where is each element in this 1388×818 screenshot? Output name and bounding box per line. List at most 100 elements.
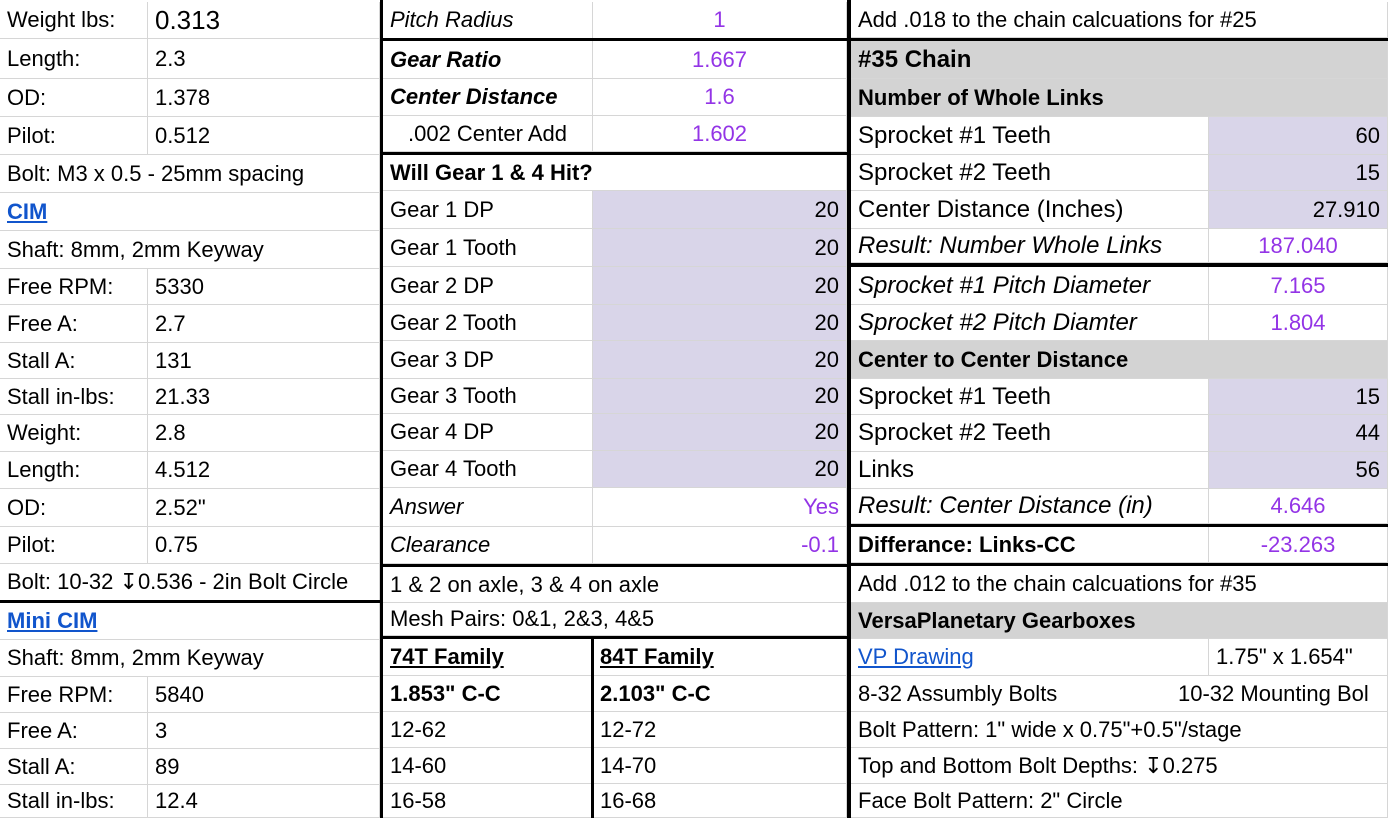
cell-shaft-mini-cim[interactable]: Shaft: 8mm, 2mm Keyway — [0, 640, 380, 677]
cell-84t-family[interactable]: 84T Family — [593, 639, 847, 676]
cell-cc-sprocket1-label[interactable]: Sprocket #1 Teeth — [851, 379, 1209, 415]
cell-gear3-tooth-input[interactable]: 20 — [593, 379, 847, 414]
cell-b-stall-a-2[interactable]: 89 — [148, 749, 380, 785]
cell-bolt-pattern[interactable]: Bolt Pattern: 1" wide x 0.75"+0.5"/stage — [851, 712, 1388, 748]
cell-cc-sprocket2-input[interactable]: 44 — [1209, 415, 1388, 452]
cell-clearance-label[interactable]: Clearance — [383, 527, 593, 564]
cell-shaft-cim[interactable]: Shaft: 8mm, 2mm Keyway — [0, 231, 380, 269]
cell-b-stall-inlbs[interactable]: 21.33 — [148, 379, 380, 415]
cell-sprocket1-pitch-value[interactable]: 7.165 — [1209, 267, 1388, 305]
cell-84t-cc[interactable]: 2.103" C-C — [593, 676, 847, 712]
cim-link-text[interactable]: CIM — [7, 198, 48, 224]
cell-gear4-tooth-input[interactable]: 20 — [593, 451, 847, 488]
cell-b-pilot[interactable]: 0.512 — [148, 117, 380, 155]
vp-drawing-link[interactable]: VP Drawing — [851, 639, 1209, 676]
cell-bolt-10-32[interactable]: Bolt: 10-32 ↧0.536 - 2in Bolt Circle — [0, 564, 380, 601]
cell-gear1-tooth-input[interactable]: 20 — [593, 229, 847, 267]
cell-center-add-label[interactable]: .002 Center Add — [383, 116, 593, 152]
cell-gear3-dp-input[interactable]: 20 — [593, 341, 847, 379]
cell-gear1-dp-label[interactable]: Gear 1 DP — [383, 191, 593, 229]
cell-add-018-note[interactable]: Add .018 to the chain calcuations for #2… — [851, 2, 1388, 38]
cell-mounting-bolts[interactable]: 10-32 Mounting Bol — [1171, 676, 1388, 712]
cell-links-input[interactable]: 56 — [1209, 452, 1388, 489]
cell-answer-value[interactable]: Yes — [593, 488, 847, 527]
section-whole-links[interactable]: Number of Whole Links — [851, 79, 1388, 117]
section-35-chain[interactable]: #35 Chain — [851, 41, 1388, 79]
cell-gear2-tooth-input[interactable]: 20 — [593, 305, 847, 341]
cim-link[interactable]: CIM — [0, 193, 380, 231]
cell-a-stall-inlbs-2[interactable]: Stall in-lbs: — [0, 785, 148, 818]
cell-a-weight-lbs[interactable]: Weight lbs: — [0, 2, 148, 39]
cell-84t-row2[interactable]: 14-70 — [593, 748, 847, 784]
cell-a-length[interactable]: Length: — [0, 39, 148, 79]
cell-b-free-a-2[interactable]: 3 — [148, 713, 380, 749]
cell-gear3-tooth-label[interactable]: Gear 3 Tooth — [383, 379, 593, 414]
cell-add-012-note[interactable]: Add .012 to the chain calcuations for #3… — [851, 566, 1388, 603]
cell-b-free-a[interactable]: 2.7 — [148, 305, 380, 343]
cell-b-free-rpm-2[interactable]: 5840 — [148, 677, 380, 713]
cell-center-distance-inches-input[interactable]: 27.910 — [1209, 191, 1388, 229]
cell-a-od[interactable]: OD: — [0, 79, 148, 117]
cell-assembly-bolts[interactable]: 8-32 Assumbly Bolts — [851, 676, 1171, 712]
cell-gear4-dp-input[interactable]: 20 — [593, 414, 847, 451]
cell-a-free-rpm[interactable]: Free RPM: — [0, 269, 148, 305]
cell-b-pilot-2[interactable]: 0.75 — [148, 527, 380, 564]
cell-result-center-distance-value[interactable]: 4.646 — [1209, 489, 1388, 524]
cell-sprocket1-pitch-label[interactable]: Sprocket #1 Pitch Diameter — [851, 267, 1209, 305]
cell-result-center-distance-label[interactable]: Result: Center Distance (in) — [851, 489, 1209, 524]
cell-gear-ratio-label[interactable]: Gear Ratio — [383, 41, 593, 79]
cell-b-length[interactable]: 2.3 — [148, 39, 380, 79]
cell-result-whole-links-label[interactable]: Result: Number Whole Links — [851, 229, 1209, 263]
cell-pitch-radius-label[interactable]: Pitch Radius — [383, 2, 593, 39]
cell-bolt-depths[interactable]: Top and Bottom Bolt Depths: ↧0.275 — [851, 748, 1388, 784]
cell-a-length-2[interactable]: Length: — [0, 452, 148, 489]
cell-b-weight-lbs[interactable]: 0.313 — [148, 2, 380, 39]
cell-face-bolt-pattern[interactable]: Face Bolt Pattern: 2" Circle — [851, 784, 1388, 818]
cell-gear2-dp-label[interactable]: Gear 2 DP — [383, 267, 593, 305]
cell-a-weight[interactable]: Weight: — [0, 415, 148, 452]
cell-center-add-value[interactable]: 1.602 — [593, 116, 847, 152]
cell-b-od-2[interactable]: 2.52" — [148, 489, 380, 527]
cell-gear1-tooth-label[interactable]: Gear 1 Tooth — [383, 229, 593, 267]
cell-74t-row2[interactable]: 14-60 — [383, 748, 593, 784]
cell-b-length-2[interactable]: 4.512 — [148, 452, 380, 489]
cell-cc-sprocket2-label[interactable]: Sprocket #2 Teeth — [851, 415, 1209, 452]
cell-a-stall-a[interactable]: Stall A: — [0, 343, 148, 379]
cell-74t-row1[interactable]: 12-62 — [383, 712, 593, 748]
mini-cim-link-text[interactable]: Mini CIM — [7, 608, 98, 633]
mini-cim-link[interactable]: Mini CIM — [0, 603, 380, 640]
cell-links-label[interactable]: Links — [851, 452, 1209, 489]
cell-74t-family[interactable]: 74T Family — [383, 639, 593, 676]
cell-mesh-pairs[interactable]: Mesh Pairs: 0&1, 2&3, 4&5 — [383, 603, 847, 636]
cell-gear2-tooth-label[interactable]: Gear 2 Tooth — [383, 305, 593, 341]
cell-a-od-2[interactable]: OD: — [0, 489, 148, 527]
cell-sprocket2-pitch-value[interactable]: 1.804 — [1209, 305, 1388, 341]
cell-bolt-m3[interactable]: Bolt: M3 x 0.5 - 25mm spacing — [0, 155, 380, 193]
cell-a-free-a-2[interactable]: Free A: — [0, 713, 148, 749]
cell-axle-note[interactable]: 1 & 2 on axle, 3 & 4 on axle — [383, 567, 847, 603]
cell-74t-row3[interactable]: 16-58 — [383, 784, 593, 818]
cell-a-pilot[interactable]: Pilot: — [0, 117, 148, 155]
cell-center-distance-value[interactable]: 1.6 — [593, 79, 847, 116]
cell-b-free-rpm[interactable]: 5330 — [148, 269, 380, 305]
cell-a-free-a[interactable]: Free A: — [0, 305, 148, 343]
cell-sprocket1-teeth-label[interactable]: Sprocket #1 Teeth — [851, 117, 1209, 155]
cell-result-whole-links-value[interactable]: 187.040 — [1209, 229, 1388, 263]
cell-sprocket2-teeth-label[interactable]: Sprocket #2 Teeth — [851, 155, 1209, 191]
cell-a-stall-inlbs[interactable]: Stall in-lbs: — [0, 379, 148, 415]
cell-gear4-tooth-label[interactable]: Gear 4 Tooth — [383, 451, 593, 488]
cell-clearance-value[interactable]: -0.1 — [593, 527, 847, 564]
cell-84t-row1[interactable]: 12-72 — [593, 712, 847, 748]
cell-a-free-rpm-2[interactable]: Free RPM: — [0, 677, 148, 713]
cell-pitch-radius-value[interactable]: 1 — [593, 2, 847, 39]
vp-drawing-link-text[interactable]: VP Drawing — [858, 644, 974, 669]
cell-center-distance-inches-label[interactable]: Center Distance (Inches) — [851, 191, 1209, 229]
cell-gear-ratio-value[interactable]: 1.667 — [593, 41, 847, 79]
cell-sprocket2-pitch-label[interactable]: Sprocket #2 Pitch Diamter — [851, 305, 1209, 341]
cell-vp-size[interactable]: 1.75" x 1.654" — [1209, 639, 1388, 676]
section-versaplanetary[interactable]: VersaPlanetary Gearboxes — [851, 603, 1388, 639]
cell-a-stall-a-2[interactable]: Stall A: — [0, 749, 148, 785]
cell-b-stall-a[interactable]: 131 — [148, 343, 380, 379]
cell-b-stall-inlbs-2[interactable]: 12.4 — [148, 785, 380, 818]
cell-gear4-dp-label[interactable]: Gear 4 DP — [383, 414, 593, 451]
